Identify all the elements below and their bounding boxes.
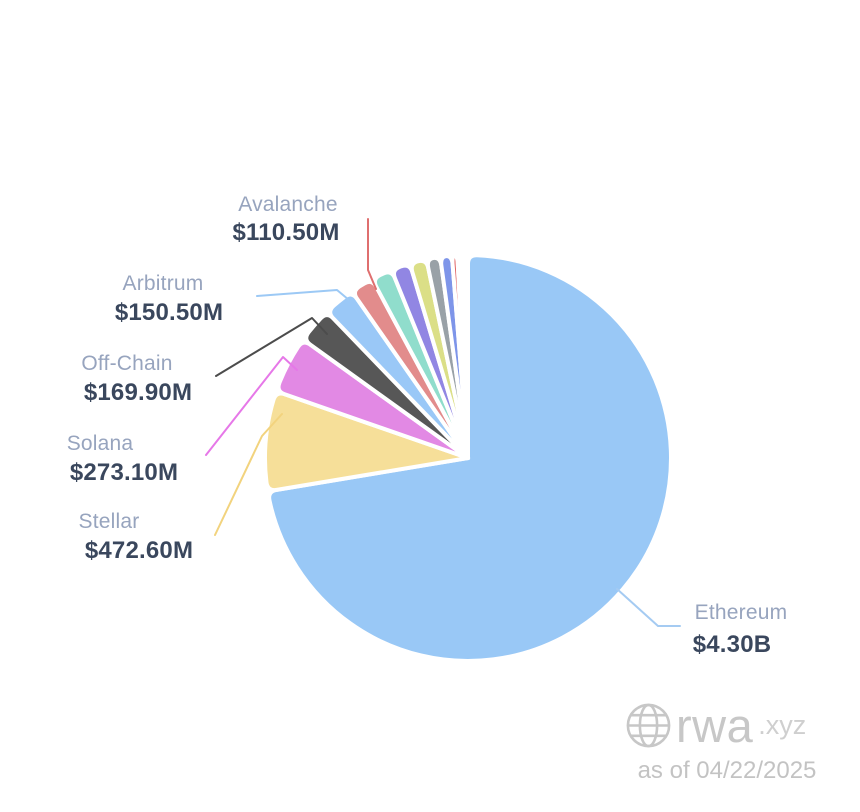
slice-value-ethereum: $4.30B xyxy=(692,631,772,658)
slice-label-off-chain: Off-Chain xyxy=(81,352,173,375)
slice-value-solana: $273.10M xyxy=(69,459,179,486)
leader-line-ethereum xyxy=(616,588,681,627)
as-of-date: as of 04/22/2025 xyxy=(637,757,817,784)
slice-label-solana: Solana xyxy=(66,432,134,455)
slice-label-stellar: Stellar xyxy=(78,510,140,533)
leader-line-solana xyxy=(205,356,298,456)
slice-label-ethereum: Ethereum xyxy=(694,601,788,624)
leader-line-stellar xyxy=(214,413,283,536)
leader-line-off-chain xyxy=(215,317,328,377)
logo-suffix: .xyz xyxy=(758,710,807,740)
slice-value-off-chain: $169.90M xyxy=(83,379,193,406)
pie-slice-ethereum[interactable] xyxy=(267,253,673,663)
leader-line-arbitrum xyxy=(256,289,350,301)
globe-icon xyxy=(626,703,671,748)
slice-label-avalanche: Avalanche xyxy=(238,193,338,216)
pie-slice-small-11[interactable] xyxy=(464,253,470,460)
slice-label-arbitrum: Arbitrum xyxy=(122,272,204,295)
leader-line-avalanche xyxy=(367,218,377,290)
slice-value-stellar: $472.60M xyxy=(84,537,194,564)
logo-text: rwa xyxy=(676,699,754,752)
rwa-logo: rwa .xyz xyxy=(626,702,806,749)
pie-slice-stellar[interactable] xyxy=(263,391,470,493)
slice-value-arbitrum: $150.50M xyxy=(114,299,224,326)
slice-value-avalanche: $110.50M xyxy=(232,219,340,246)
